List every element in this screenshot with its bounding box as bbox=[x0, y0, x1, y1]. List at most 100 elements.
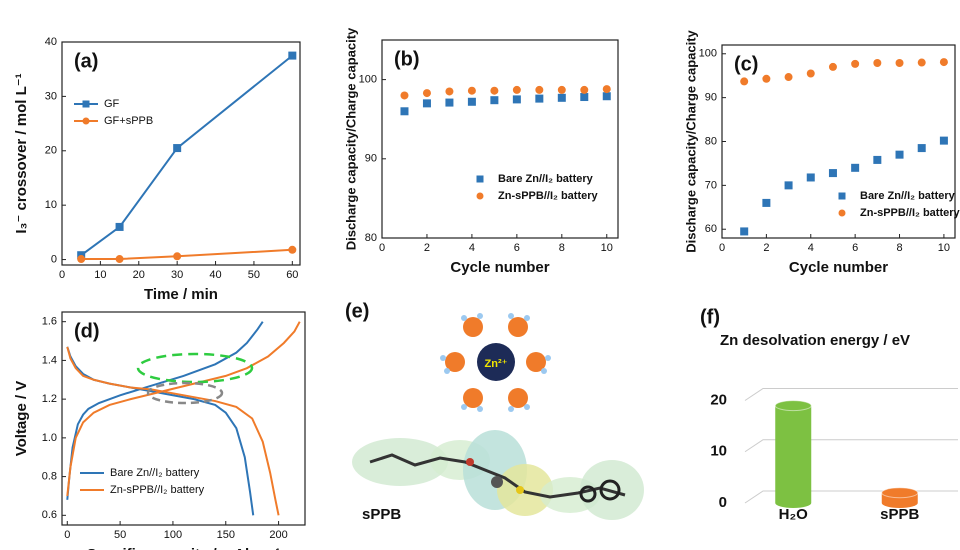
marker bbox=[939, 58, 948, 67]
x-axis-title: Cycle number bbox=[789, 259, 888, 276]
bar-top bbox=[881, 487, 919, 499]
chart-title: Zn desolvation energy / eV bbox=[720, 332, 910, 349]
legend-label: GF bbox=[104, 98, 120, 110]
y-tick-label: 0.6 bbox=[42, 509, 57, 521]
y-axis-title: Discharge capacity/Charge capacity bbox=[343, 27, 358, 250]
marker bbox=[939, 136, 948, 145]
legend-label: Zn-sPPB//I₂ battery bbox=[860, 207, 960, 219]
y-tick-label: 1.0 bbox=[42, 432, 57, 444]
x-tick-label: 40 bbox=[209, 269, 221, 281]
marker bbox=[173, 252, 182, 261]
y-tick-label: 10 bbox=[710, 443, 727, 460]
y-axis-title: Voltage / V bbox=[13, 381, 30, 457]
x-tick-label: 20 bbox=[133, 269, 145, 281]
legend-marker bbox=[82, 100, 90, 108]
marker bbox=[806, 69, 815, 78]
marker bbox=[762, 198, 771, 207]
x-tick-label: H₂O bbox=[779, 506, 808, 523]
y-tick-label: 30 bbox=[45, 90, 57, 102]
x-tick-label: 200 bbox=[269, 529, 287, 541]
marker bbox=[602, 85, 611, 94]
marker bbox=[422, 89, 431, 98]
panel: 0 50 100 150 200 0.6 0.8 1.0 1.2 1.4 1.6 Specific c… bbox=[13, 311, 306, 550]
y-tick-label: 20 bbox=[710, 391, 727, 408]
marker bbox=[173, 144, 182, 153]
marker bbox=[895, 58, 904, 67]
y-tick-label: 70 bbox=[705, 179, 717, 191]
x-tick-label: 50 bbox=[114, 529, 126, 541]
plot-frame bbox=[61, 311, 306, 526]
y-tick-label: 90 bbox=[365, 153, 377, 165]
zinc-ion bbox=[477, 343, 515, 381]
y-tick-label: 0 bbox=[51, 253, 57, 265]
x-tick-label: 0 bbox=[719, 242, 725, 254]
y-tick-label: 80 bbox=[365, 232, 377, 244]
legend-marker bbox=[838, 192, 846, 200]
panel: 0 10 20 30 40 50 60 0 10 20 30 40 Time / min I₃⁻ cros… bbox=[13, 36, 301, 303]
x-tick-label: 50 bbox=[248, 269, 260, 281]
marker bbox=[115, 255, 124, 264]
series-line bbox=[66, 321, 301, 516]
marker bbox=[873, 58, 882, 67]
x-tick-label: 2 bbox=[763, 242, 769, 254]
y-tick-label: 1.6 bbox=[42, 316, 57, 328]
marker bbox=[784, 181, 793, 190]
marker bbox=[851, 59, 860, 68]
legend-marker bbox=[82, 117, 90, 125]
y-tick-label: 10 bbox=[45, 199, 57, 211]
x-tick-label: 6 bbox=[852, 242, 858, 254]
marker bbox=[602, 92, 611, 101]
x-tick-label: 60 bbox=[286, 269, 298, 281]
marker bbox=[490, 96, 499, 105]
water-shell: Zn²⁺ bbox=[440, 313, 551, 412]
y-tick-label: 40 bbox=[45, 36, 57, 48]
marker bbox=[115, 222, 124, 231]
marker bbox=[895, 150, 904, 159]
y-tick-label: 100 bbox=[359, 74, 377, 86]
highlight-ellipse bbox=[136, 352, 254, 384]
x-tick-label: 0 bbox=[64, 529, 70, 541]
plot-frame bbox=[381, 39, 619, 239]
marker bbox=[535, 85, 544, 94]
y-tick-label: 60 bbox=[705, 223, 717, 235]
x-tick-label: 10 bbox=[938, 242, 950, 254]
marker bbox=[740, 227, 749, 236]
marker bbox=[288, 245, 297, 254]
panel-label: (f) bbox=[700, 306, 720, 328]
x-tick-label: 0 bbox=[379, 242, 385, 254]
marker bbox=[828, 169, 837, 178]
molecule bbox=[352, 430, 644, 520]
x-axis-title: Time / min bbox=[144, 286, 218, 303]
marker bbox=[557, 93, 566, 102]
marker bbox=[512, 95, 521, 104]
marker bbox=[445, 98, 454, 107]
x-tick-label: sPPB bbox=[880, 506, 919, 523]
y-axis-title: I₃⁻ crossover / mol L⁻¹ bbox=[13, 73, 30, 233]
marker bbox=[740, 77, 749, 86]
marker bbox=[828, 62, 837, 71]
panel: (f)Zn desolvation energy / eV 0 10 20 H₂O sPP… bbox=[700, 306, 958, 523]
y-tick-label: 0 bbox=[719, 494, 727, 511]
y-tick-label: 20 bbox=[45, 145, 57, 157]
marker bbox=[400, 91, 409, 100]
x-tick-label: 10 bbox=[94, 269, 106, 281]
legend-label: GF+sPPB bbox=[104, 115, 153, 127]
marker bbox=[422, 99, 431, 108]
series-line bbox=[81, 248, 293, 261]
plot-frame bbox=[61, 41, 301, 266]
grid-line bbox=[744, 388, 958, 401]
marker bbox=[467, 97, 476, 106]
bar-top bbox=[774, 400, 812, 412]
x-tick-label: 4 bbox=[808, 242, 814, 254]
grid-line bbox=[744, 439, 958, 453]
marker bbox=[580, 93, 589, 102]
marker bbox=[535, 94, 544, 103]
marker bbox=[806, 173, 815, 182]
x-tick-label: 100 bbox=[164, 529, 182, 541]
y-tick-label: 1.4 bbox=[42, 354, 57, 366]
marker bbox=[917, 58, 926, 67]
legend-label: Bare Zn//I₂ battery bbox=[498, 173, 594, 185]
panel-label: (b) bbox=[394, 48, 420, 70]
panel-label: (a) bbox=[74, 50, 98, 72]
legend-marker bbox=[476, 175, 484, 183]
